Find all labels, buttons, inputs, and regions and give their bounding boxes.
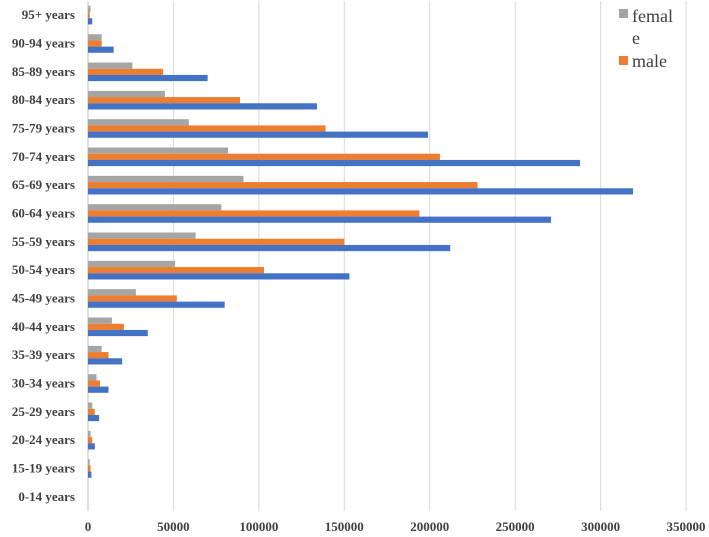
legend-label-female-line1: femal bbox=[632, 6, 673, 26]
bar-70-74-years-series-2 bbox=[88, 159, 581, 167]
bar-30-34-years-series-0 bbox=[88, 374, 97, 381]
bar-65-69-years-series-1 bbox=[88, 182, 478, 189]
x-axis-tick-labels: 0 50000 100000 150000 200000 250000 300000 3500… bbox=[85, 519, 706, 534]
bar-15-19-years-series-1 bbox=[88, 465, 91, 472]
bar-85-89-years-series-0 bbox=[88, 62, 133, 69]
bar-30-34-years-series-1 bbox=[88, 380, 100, 387]
bar-60-64-years-series-2 bbox=[88, 216, 552, 223]
y-tick-label: 95+ years bbox=[22, 7, 75, 22]
x-tick-label: 300000 bbox=[581, 519, 620, 534]
y-tick-label: 20-24 years bbox=[12, 432, 75, 447]
bar-40-44-years-series-1 bbox=[88, 323, 124, 330]
bar-60-64-years-series-0 bbox=[88, 204, 222, 211]
y-tick-label: 40-44 years bbox=[12, 319, 75, 334]
bars bbox=[88, 5, 634, 478]
bar-50-54-years-series-2 bbox=[88, 273, 350, 280]
legend: femal e male bbox=[619, 6, 673, 71]
bar-35-39-years-series-1 bbox=[88, 352, 109, 359]
bar-70-74-years-series-0 bbox=[88, 147, 229, 154]
bar-55-59-years-series-2 bbox=[88, 244, 451, 252]
x-tick-label: 100000 bbox=[239, 519, 278, 534]
bar-90-94-years-series-0 bbox=[88, 34, 102, 41]
y-tick-label: 70-74 years bbox=[12, 149, 75, 164]
bar-55-59-years-series-0 bbox=[88, 232, 196, 239]
y-tick-label: 0-14 years bbox=[18, 489, 75, 504]
y-tick-label: 30-34 years bbox=[12, 376, 75, 391]
bar-25-29-years-series-0 bbox=[88, 402, 93, 409]
bar-40-44-years-series-2 bbox=[88, 329, 148, 337]
bar-45-49-years-series-2 bbox=[88, 301, 225, 308]
bar-90-94-years-series-2 bbox=[88, 46, 114, 53]
bar-75-79-years-series-2 bbox=[88, 131, 429, 138]
bar-90-94-years-series-1 bbox=[88, 40, 102, 47]
bar-50-54-years-series-0 bbox=[88, 260, 176, 268]
bar-85-89-years-series-1 bbox=[88, 68, 164, 75]
bar-75-79-years-series-1 bbox=[88, 125, 326, 132]
bar-95-years-series-0 bbox=[88, 5, 91, 13]
bar-45-49-years-series-1 bbox=[88, 295, 177, 302]
y-tick-label: 75-79 years bbox=[12, 121, 75, 136]
y-tick-label: 35-39 years bbox=[12, 347, 75, 362]
y-tick-label: 80-84 years bbox=[12, 92, 75, 107]
bar-25-29-years-series-1 bbox=[88, 408, 95, 415]
bar-20-24-years-series-1 bbox=[88, 437, 93, 444]
bar-80-84-years-series-0 bbox=[88, 90, 165, 98]
y-tick-label: 50-54 years bbox=[12, 262, 75, 277]
x-tick-label: 250000 bbox=[496, 519, 535, 534]
bar-50-54-years-series-1 bbox=[88, 267, 264, 274]
bar-40-44-years-series-0 bbox=[88, 317, 112, 324]
y-tick-label: 55-59 years bbox=[12, 234, 75, 249]
bar-20-24-years-series-2 bbox=[88, 443, 95, 450]
y-tick-label: 65-69 years bbox=[12, 177, 75, 192]
gridlines bbox=[87, 1, 687, 511]
y-tick-label: 45-49 years bbox=[12, 291, 75, 306]
bar-15-19-years-series-2 bbox=[88, 471, 92, 478]
bar-25-29-years-series-2 bbox=[88, 414, 100, 422]
x-tick-label: 350000 bbox=[667, 519, 706, 534]
x-tick-label: 150000 bbox=[325, 519, 364, 534]
y-axis-tick-labels: 0-14 years 15-19 years 20-24 years 25-29 ye… bbox=[12, 7, 75, 504]
y-tick-label: 60-64 years bbox=[12, 206, 75, 221]
bar-65-69-years-series-0 bbox=[88, 175, 244, 183]
legend-swatch-female bbox=[619, 9, 628, 18]
bar-35-39-years-series-0 bbox=[88, 345, 102, 353]
bar-95-years-series-2 bbox=[88, 18, 93, 25]
bar-55-59-years-series-1 bbox=[88, 238, 345, 245]
bar-80-84-years-series-1 bbox=[88, 97, 241, 104]
legend-label-female-line2: e bbox=[632, 28, 640, 48]
bar-45-49-years-series-0 bbox=[88, 289, 136, 296]
bar-15-19-years-series-0 bbox=[88, 459, 90, 466]
x-tick-label: 200000 bbox=[410, 519, 449, 534]
y-tick-label: 15-19 years bbox=[12, 461, 75, 476]
bar-85-89-years-series-2 bbox=[88, 74, 208, 82]
bar-65-69-years-series-2 bbox=[88, 188, 634, 195]
bar-35-39-years-series-2 bbox=[88, 358, 123, 365]
bar-30-34-years-series-2 bbox=[88, 386, 109, 393]
bar-75-79-years-series-0 bbox=[88, 119, 189, 126]
bar-60-64-years-series-1 bbox=[88, 210, 420, 217]
y-tick-label: 85-89 years bbox=[12, 64, 75, 79]
bar-70-74-years-series-1 bbox=[88, 153, 440, 160]
legend-swatch-male bbox=[619, 56, 628, 65]
legend-label-male: male bbox=[632, 51, 667, 71]
x-tick-label: 50000 bbox=[157, 519, 190, 534]
y-tick-label: 90-94 years bbox=[12, 36, 75, 51]
x-tick-label: 0 bbox=[85, 519, 92, 534]
y-tick-label: 25-29 years bbox=[12, 404, 75, 419]
bar-95-years-series-1 bbox=[88, 12, 90, 19]
bar-80-84-years-series-2 bbox=[88, 103, 317, 110]
bar-20-24-years-series-0 bbox=[88, 430, 91, 438]
